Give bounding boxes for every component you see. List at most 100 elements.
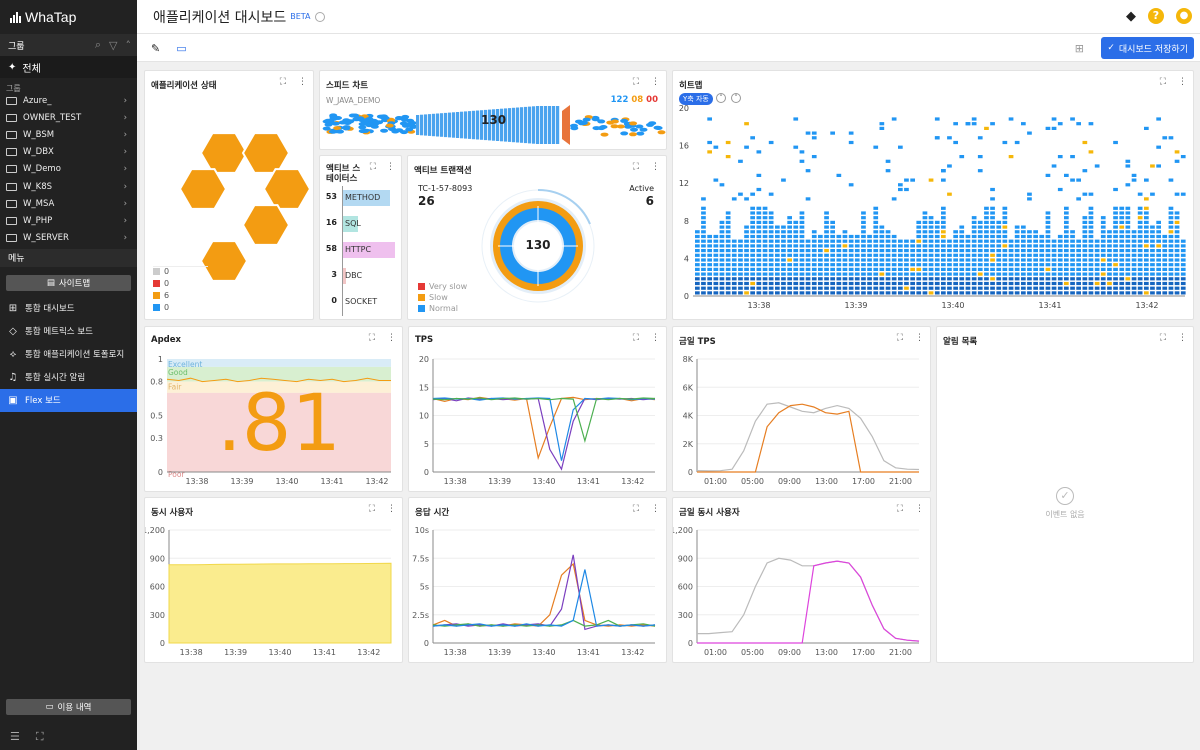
group-item[interactable]: W_MSA ›	[0, 195, 137, 212]
more-icon[interactable]: ⋮	[915, 504, 924, 514]
active-status-bar[interactable]	[343, 268, 346, 284]
heatmap-cell	[1174, 267, 1180, 271]
monitor-icon[interactable]: ▭	[176, 42, 187, 55]
y-axis-auto-badge[interactable]: Y축 자동	[679, 93, 713, 105]
menu-item[interactable]: ⟡ 통합 애플리케이션 토폴로지	[0, 343, 137, 366]
y-axis-down-button[interactable]: ˅	[731, 93, 741, 103]
chevron-up-icon[interactable]: ˄	[125, 38, 132, 52]
heatmap-cell	[811, 291, 817, 295]
active-status-value: 3	[331, 270, 337, 279]
queue-bar	[460, 111, 464, 139]
app-hexagon[interactable]	[178, 168, 228, 210]
expand-icon[interactable]: ⛶	[1159, 333, 1166, 343]
heatmap-cell	[762, 225, 768, 229]
heatmap-cell	[898, 272, 903, 276]
heatmap-cell	[1039, 286, 1045, 290]
group-item[interactable]: W_DBX ›	[0, 144, 137, 161]
menu-item[interactable]: ▣ Flex 보드	[0, 388, 137, 412]
expand-icon[interactable]: ⛶	[632, 162, 639, 172]
expand-icon[interactable]: ⛶	[368, 504, 375, 514]
menu-item[interactable]: ◇ 통합 메트릭스 보드	[0, 320, 137, 343]
more-icon[interactable]: ⋮	[915, 333, 924, 343]
expand-icon[interactable]: ⛶	[896, 333, 903, 343]
group-item[interactable]: OWNER_TEST ›	[0, 109, 137, 126]
heatmap-cell	[842, 244, 848, 248]
more-icon[interactable]: ⋮	[651, 333, 660, 343]
more-icon[interactable]: ⋮	[651, 504, 660, 514]
app-hexagon[interactable]	[199, 132, 249, 174]
request-dot	[342, 126, 351, 131]
active-status-bar[interactable]	[343, 190, 391, 206]
series-line	[697, 560, 920, 644]
more-icon[interactable]: ⋮	[651, 162, 660, 172]
user-avatar-icon[interactable]: ●	[1176, 8, 1192, 24]
heatmap-cell	[1125, 272, 1131, 276]
heatmap-cell	[805, 263, 811, 267]
y-axis-up-button[interactable]: ˄	[716, 93, 726, 103]
app-hexagon[interactable]	[199, 240, 249, 282]
usage-button[interactable]: ▭ 이용 내역	[6, 699, 131, 715]
active-status-bar[interactable]	[343, 216, 358, 232]
heatmap-cell	[1094, 258, 1100, 262]
filter-icon[interactable]: ▽	[109, 38, 118, 52]
heatmap-cell	[928, 239, 934, 243]
group-item[interactable]: W_K8S ›	[0, 178, 137, 195]
heatmap-cell	[1100, 234, 1106, 239]
app-hexagon[interactable]	[241, 204, 291, 246]
group-item[interactable]: W_Demo ›	[0, 161, 137, 178]
heatmap-cell	[1051, 239, 1057, 243]
heatmap-cell	[928, 272, 934, 276]
paint-bucket-icon[interactable]: ◆	[1126, 8, 1136, 24]
heatmap-cell	[805, 253, 811, 257]
save-dashboard-button[interactable]: ✓ 대시보드 저장하기	[1101, 37, 1194, 59]
more-icon[interactable]: ⋮	[298, 77, 307, 87]
request-dot	[324, 122, 333, 127]
more-icon[interactable]: ⋮	[387, 333, 396, 343]
collapse-menu-icon[interactable]: ☰	[10, 730, 20, 743]
heatmap-cell	[1156, 249, 1161, 253]
more-icon[interactable]: ⋮	[651, 77, 660, 87]
expand-icon[interactable]: ⛶	[369, 162, 376, 172]
expand-icon[interactable]: ⛶	[632, 333, 639, 343]
help-icon[interactable]: ?	[1148, 8, 1164, 24]
expand-icon[interactable]: ⛶	[632, 504, 639, 514]
expand-icon[interactable]: ⛶	[368, 333, 375, 343]
expand-icon[interactable]: ⛶	[632, 77, 639, 87]
expand-icon[interactable]: ⛶	[1159, 77, 1166, 87]
heatmap-cell	[867, 234, 872, 239]
heatmap-cell	[971, 272, 977, 276]
search-icon[interactable]: ⌕	[94, 38, 102, 51]
edit-pencil-icon[interactable]: ✎	[151, 42, 161, 55]
more-icon[interactable]: ⋮	[1178, 77, 1187, 87]
heatmap-cell	[977, 234, 983, 239]
heatmap-cell	[891, 267, 897, 271]
expand-icon[interactable]: ⛶	[279, 77, 286, 87]
sitemap-button[interactable]: ▤ 사이트맵	[6, 274, 131, 291]
expand-icon[interactable]: ⛶	[896, 504, 903, 514]
layout-grid-icon[interactable]: ⊞	[1074, 42, 1084, 55]
group-all[interactable]: ✦ 전체	[0, 56, 137, 78]
group-item[interactable]: W_BSM ›	[0, 126, 137, 143]
app-hexagon[interactable]	[262, 168, 312, 210]
more-icon[interactable]: ⋮	[1178, 333, 1187, 343]
heatmap-cell	[762, 263, 768, 267]
heatmap-cell	[928, 267, 934, 271]
heatmap-cell	[904, 267, 909, 271]
heatmap-cell	[768, 216, 774, 220]
active-status-bar[interactable]	[343, 242, 395, 258]
menu-item[interactable]: ♫ 통합 실시간 알림	[0, 366, 137, 389]
fullscreen-icon[interactable]: ⛶	[35, 730, 44, 743]
group-item[interactable]: Azure_ ›	[0, 92, 137, 109]
active-status-label: DBC	[345, 271, 363, 280]
more-icon[interactable]: ⋮	[387, 504, 396, 514]
heatmap-cell	[818, 263, 823, 267]
more-icon[interactable]: ⋮	[386, 162, 395, 172]
speed-stream	[322, 105, 666, 145]
group-item[interactable]: W_PHP ›	[0, 212, 137, 229]
clock-icon[interactable]	[314, 11, 325, 22]
whatap-logo[interactable]: WhaTap	[0, 0, 137, 34]
menu-item[interactable]: ⊞ 통합 대시보드	[0, 297, 137, 320]
group-item[interactable]: W_SERVER ›	[0, 230, 137, 247]
app-hexagon[interactable]	[241, 132, 291, 174]
heatmap-cell	[725, 272, 731, 276]
